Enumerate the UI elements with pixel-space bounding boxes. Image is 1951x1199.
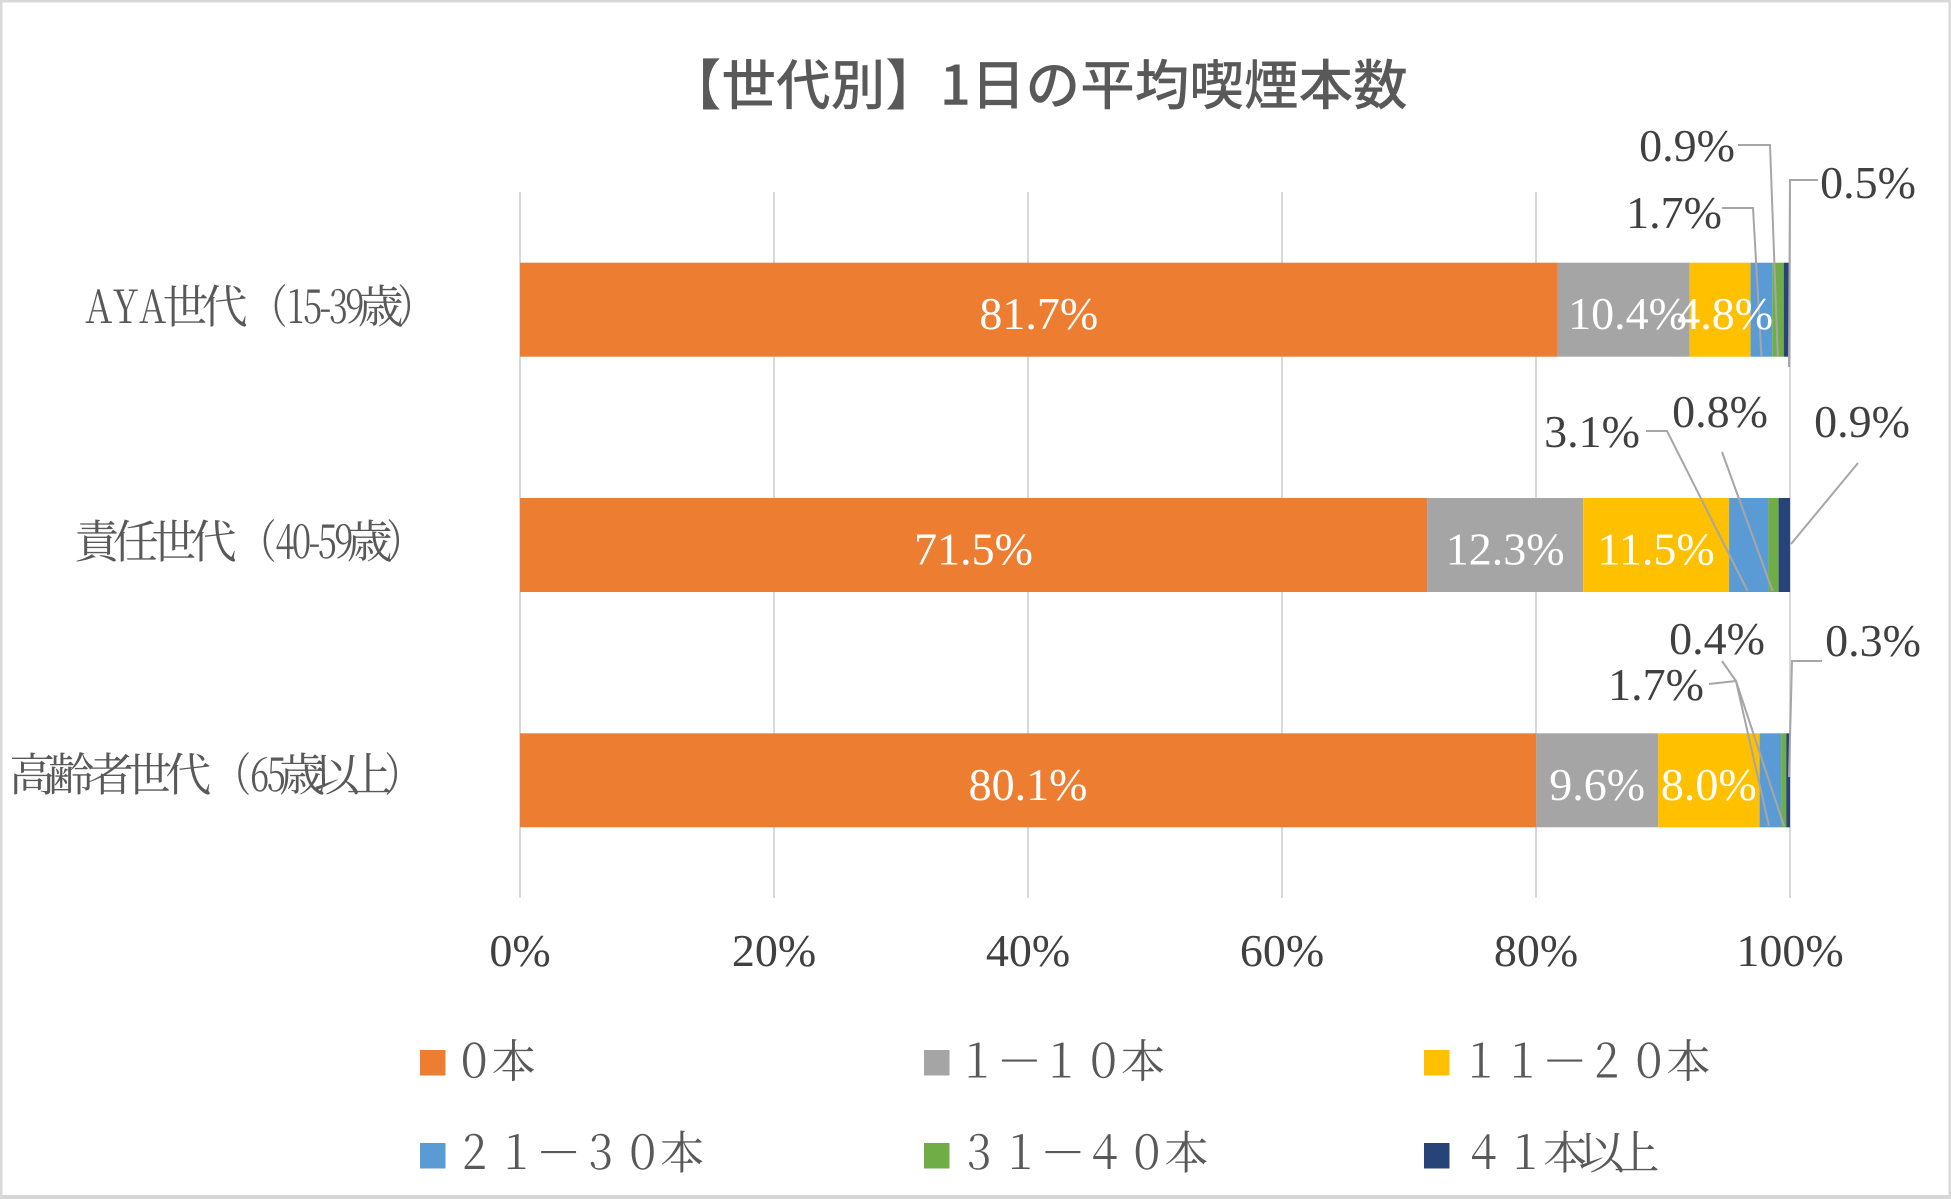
svg-text:10.4%: 10.4% xyxy=(1568,288,1687,339)
svg-text:1.7%: 1.7% xyxy=(1608,659,1704,710)
svg-text:20%: 20% xyxy=(732,925,816,976)
svg-text:0.4%: 0.4% xyxy=(1669,613,1765,664)
svg-text:80%: 80% xyxy=(1494,925,1578,976)
svg-text:1.7%: 1.7% xyxy=(1626,187,1722,238)
svg-text:80.1%: 80.1% xyxy=(969,759,1088,810)
svg-text:8.0%: 8.0% xyxy=(1661,759,1757,810)
svg-text:0.9%: 0.9% xyxy=(1814,396,1910,447)
svg-text:40%: 40% xyxy=(986,925,1070,976)
svg-text:0%: 0% xyxy=(489,925,550,976)
svg-text:12.3%: 12.3% xyxy=(1446,524,1565,575)
svg-text:3.1%: 3.1% xyxy=(1544,406,1640,457)
svg-text:60%: 60% xyxy=(1240,925,1324,976)
svg-text:0.3%: 0.3% xyxy=(1825,615,1921,666)
svg-text:71.5%: 71.5% xyxy=(914,524,1033,575)
svg-text:0.8%: 0.8% xyxy=(1672,386,1768,437)
svg-text:0.5%: 0.5% xyxy=(1820,157,1916,208)
svg-text:9.6%: 9.6% xyxy=(1549,759,1645,810)
svg-text:81.7%: 81.7% xyxy=(979,288,1098,339)
svg-text:4.8%: 4.8% xyxy=(1677,288,1773,339)
svg-text:11.5%: 11.5% xyxy=(1598,524,1715,575)
svg-text:100%: 100% xyxy=(1736,925,1843,976)
svg-text:0.9%: 0.9% xyxy=(1639,120,1735,171)
